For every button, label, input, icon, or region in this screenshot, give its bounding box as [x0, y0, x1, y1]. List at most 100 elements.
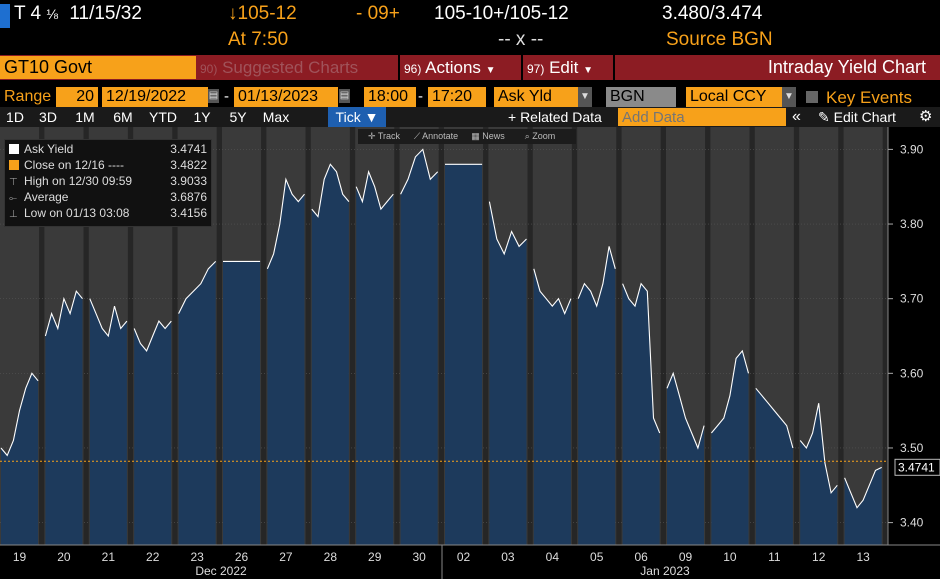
chart-tools-strip: ✛ Track ⟋ Annotate ▦ News ⌕ Zoom [358, 129, 576, 144]
quote-maturity: 11/15/32 [69, 3, 142, 24]
period-button-1d[interactable]: 1D [6, 109, 24, 125]
tool-news[interactable]: ▦ News [471, 131, 505, 141]
field-select[interactable]: Ask Yld [494, 87, 578, 107]
period-button-max[interactable]: Max [262, 109, 290, 125]
end-date-input[interactable]: 01/13/2023 [234, 87, 338, 107]
calendar-icon[interactable]: ▤ [208, 89, 219, 103]
x-tick-label: 03 [501, 550, 515, 564]
currency-select[interactable]: Local CCY [686, 87, 782, 107]
yield-line-22 [133, 320, 172, 352]
area-fill-21 [89, 298, 127, 545]
edit-number: 97 [527, 62, 541, 76]
quote-bid-ask: 105-10+/105-12 [434, 3, 569, 25]
tool-zoom[interactable]: ⌕ Zoom [524, 131, 556, 141]
chevron-down-icon[interactable]: ▼ [782, 87, 796, 107]
y-tick-label: 3.90 [900, 142, 924, 156]
yield-line-29 [355, 169, 394, 211]
chevron-down-icon[interactable]: ▼ [578, 87, 592, 107]
area-fill-09 [667, 373, 705, 545]
yield-line-28 [311, 163, 350, 218]
legend-value: 3.4822 [170, 158, 207, 172]
y-tick-label: 3.40 [900, 516, 924, 530]
period-button-ytd[interactable]: YTD [149, 109, 177, 125]
actions-dropdown-icon: ▼ [485, 65, 496, 76]
calendar-icon[interactable]: ▤ [339, 89, 350, 103]
area-fill-05 [578, 246, 616, 545]
toolbar-divider [521, 55, 523, 80]
actions-menu[interactable]: 96) Actions ▼ [404, 56, 496, 79]
x-tick-label: 19 [13, 550, 27, 564]
area-fill-13 [844, 467, 882, 545]
security-indicator [0, 4, 10, 28]
suggested-charts-number: 90 [200, 62, 214, 76]
range-days-input[interactable]: 20 [56, 87, 98, 107]
area-fill-10 [711, 350, 749, 545]
period-buttons: 1D 3D 1M 6M YTD 1Y 5Y Max [0, 107, 296, 127]
yield-line-10 [710, 349, 750, 434]
y-tick-label: 3.60 [900, 366, 924, 380]
y-tick-label: 3.50 [900, 441, 924, 455]
time-end-input[interactable]: 17:20 [428, 87, 486, 107]
area-fill-11 [755, 388, 793, 545]
time-start-input[interactable]: 18:00 [364, 87, 416, 107]
actions-number: 96 [404, 62, 418, 76]
x-tick-label: 11 [768, 550, 781, 564]
related-data-button[interactable]: + Related Data [508, 109, 602, 125]
x-tick-label: 05 [590, 550, 604, 564]
collapse-panel-icon[interactable]: « [792, 108, 801, 125]
edit-label: Edit [549, 58, 579, 77]
x-tick-label: 02 [457, 550, 471, 564]
source-input[interactable]: BGN [606, 87, 676, 107]
security-field[interactable]: GT10 Govt [0, 56, 196, 79]
legend-label: High on 12/30 09:59 [24, 174, 133, 188]
quote-coupon-fraction: ⅛ [46, 6, 59, 22]
quote-bid: 105-10+ [434, 3, 505, 24]
period-button-6m[interactable]: 6M [113, 109, 133, 125]
edit-chart-button[interactable]: ✎ Edit Chart [818, 107, 896, 127]
period-button-3d[interactable]: 3D [39, 109, 57, 125]
period-button-1y[interactable]: 1Y [193, 109, 211, 125]
quote-yield-separator: / [709, 3, 715, 24]
x-tick-label: 30 [412, 550, 426, 564]
quote-separator: / [504, 3, 510, 24]
period-button-1m[interactable]: 1M [75, 109, 95, 125]
yield-line-03 [488, 201, 527, 256]
area-fill-23 [178, 261, 216, 545]
yield-line-09 [666, 371, 705, 450]
yield-line-19 [0, 372, 39, 457]
quote-ticker-group: T 4 ⅛ 11/15/32 [14, 3, 142, 25]
tick-frequency-button[interactable]: Tick ▼ [328, 107, 386, 127]
legend-row: ⊤ High on 12/30 09:59 3.9033 [9, 173, 207, 189]
yield-line-23 [178, 261, 217, 314]
yield-line-12 [799, 403, 838, 495]
actions-chevron: ) [417, 62, 422, 76]
yield-line-11 [755, 387, 794, 449]
key-events-checkbox[interactable] [806, 91, 818, 103]
yield-line-06 [622, 282, 661, 434]
quote-ask: 105-12 [509, 3, 569, 24]
key-events-label: Key Events [826, 88, 912, 107]
x-tick-label: 29 [368, 550, 382, 564]
legend-label: Average [24, 190, 69, 204]
toolbar-divider [398, 55, 400, 80]
tool-track[interactable]: ✛ Track [367, 131, 401, 141]
period-button-5y[interactable]: 5Y [229, 109, 247, 125]
edit-chevron: ) [540, 62, 545, 76]
edit-menu[interactable]: 97) Edit ▼ [527, 56, 593, 79]
quote-price-group: ↓105-12 [228, 3, 297, 25]
add-data-input[interactable] [618, 108, 786, 126]
legend-label: Close on 12/16 ---- [24, 158, 125, 172]
suggested-charts-button[interactable]: 90) Suggested Charts [200, 56, 358, 79]
start-date-input[interactable]: 12/19/2022 [102, 87, 208, 107]
suggested-charts-chevron: ) [213, 62, 218, 76]
area-fill-19 [1, 373, 39, 545]
quote-time: At 7:50 [228, 29, 289, 50]
x-tick-label: 13 [856, 550, 870, 564]
function-title: Intraday Yield Chart [767, 57, 926, 77]
yield-line-20 [44, 290, 83, 337]
gear-icon[interactable]: ⚙ [919, 108, 933, 125]
y-axis-background [888, 127, 940, 579]
quote-last-price: 105-12 [237, 3, 297, 24]
tool-annotate[interactable]: ⟋ Annotate [413, 131, 459, 141]
x-tick-label: 06 [634, 550, 648, 564]
